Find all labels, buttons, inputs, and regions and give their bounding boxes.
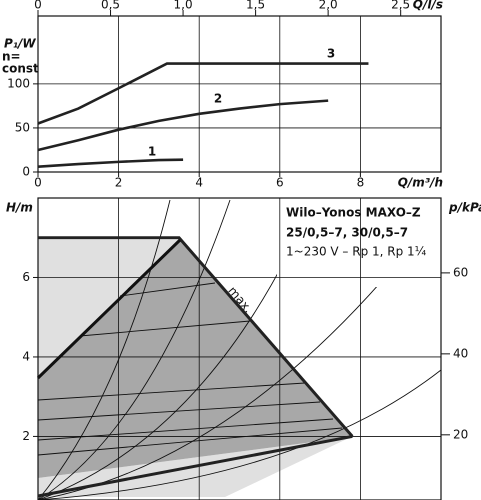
series-line (37, 434, 353, 498)
x2-tick-label: 1,0 (174, 0, 193, 12)
info-box (277, 200, 441, 287)
y-tick-label: 0 (22, 165, 30, 179)
y-axis-label: H/m (6, 201, 33, 215)
series-label: 1 (148, 145, 156, 159)
x2-tick-label: 0 (34, 0, 42, 12)
series-line (37, 62, 369, 125)
y-tick-label: 100 (7, 76, 30, 90)
y-tick-label: 6 (22, 270, 30, 284)
plot-frame (37, 197, 442, 500)
y-axis-note: const (2, 62, 39, 76)
x-tick-label: 4 (195, 176, 203, 190)
x2-tick-label: 2,0 (319, 0, 338, 12)
x2-axis-label: Q/l/s (413, 0, 443, 12)
x2-tick-label: 0,5 (101, 0, 120, 12)
x-axis-label: Q/m³/h (398, 176, 443, 190)
box-subtitle: 25/0,5–7, 30/0,5–7 (286, 226, 408, 240)
y-tick-label: 50 (15, 120, 30, 134)
box-note: 1~230 V – Rp 1, Rp 1¼ (286, 245, 427, 259)
y-tick-label: 2 (22, 429, 30, 443)
series-line (37, 158, 184, 169)
series-line (37, 99, 329, 152)
plot-frame (37, 15, 442, 173)
region (38, 240, 351, 478)
x-tick-label: 0 (34, 176, 42, 190)
y-tick-label: 4 (22, 349, 30, 363)
x-tick-label: 2 (115, 176, 123, 190)
y2-axis-label: p/kPa (448, 201, 481, 215)
y2-tick-label: 20 (453, 427, 468, 441)
y-axis-label: P₁/W (4, 37, 36, 51)
series-line (38, 236, 354, 438)
x-tick-label: 8 (357, 176, 365, 190)
series-label: 2 (214, 92, 222, 106)
y-axis-note: n= (2, 50, 21, 64)
series-label: 3 (327, 47, 335, 61)
y2-tick-label: 60 (453, 265, 468, 279)
box-title: Wilo–Yonos MAXO–Z (286, 206, 421, 220)
x2-tick-label: 1,5 (246, 0, 265, 12)
y2-tick-label: 40 (453, 346, 468, 360)
diagonal (36, 238, 182, 380)
x2-tick-label: 2,5 (391, 0, 410, 12)
x-tick-label: 6 (276, 176, 284, 190)
